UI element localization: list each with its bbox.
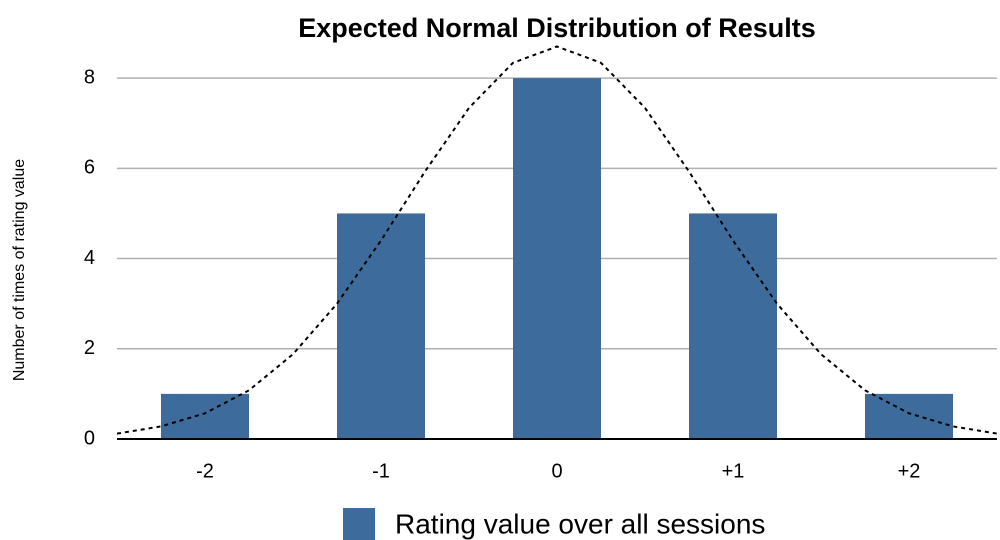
x-tick-label: +1 <box>722 460 745 482</box>
bar <box>865 393 953 439</box>
bar <box>161 393 249 439</box>
bar <box>337 213 425 439</box>
x-tick-label: -1 <box>372 460 390 482</box>
chart-title: Expected Normal Distribution of Results <box>298 13 816 43</box>
y-tick-label: 0 <box>84 427 95 449</box>
y-tick-label: 4 <box>84 247 95 269</box>
legend-swatch <box>343 508 375 540</box>
y-tick-label: 8 <box>84 66 95 88</box>
y-tick-label: 2 <box>84 337 95 359</box>
bar <box>689 213 777 439</box>
bar <box>513 78 601 439</box>
x-tick-label: -2 <box>196 460 214 482</box>
y-axis-label: Number of times of rating value <box>11 159 28 381</box>
x-tick-label: +2 <box>898 460 921 482</box>
x-tick-label: 0 <box>551 460 562 482</box>
normal-curve <box>116 45 998 435</box>
y-tick-label: 6 <box>84 157 95 179</box>
legend-label: Rating value over all sessions <box>395 508 765 539</box>
